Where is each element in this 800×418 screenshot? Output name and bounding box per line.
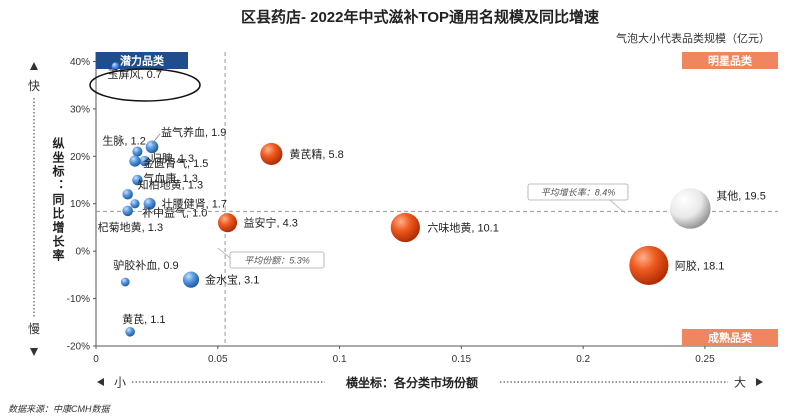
plot-area: -20% -10% 0% 10% 20% 30% 40% 0 0.05 0.1 0.15 0.2 0.2… — [67, 52, 778, 365]
bubble — [217, 213, 238, 233]
bubble-label: 知柏地黄, 1.3 — [138, 177, 203, 191]
bubble — [629, 245, 669, 285]
quadrant-mature-label: 成熟品类 — [708, 331, 753, 345]
bubble-label: 气血康, 1.3 — [143, 171, 197, 185]
bubble-label: 玉屏风, 0.7 — [107, 68, 161, 81]
y-arrow-down-icon — [30, 348, 38, 356]
x-tick-label: 0.25 — [695, 354, 715, 365]
avg-growth-pointer — [609, 199, 626, 214]
quadrant-potential-label: 潜力品类 — [120, 54, 165, 68]
y-tick-label: -10% — [67, 294, 90, 305]
bubble-label: 六味地黄, 10.1 — [427, 220, 499, 234]
bubble — [182, 271, 200, 288]
x-axis-title: 横坐标：各分类市场份额 — [346, 375, 478, 390]
bubble — [129, 155, 141, 167]
y-tick-label: 10% — [70, 199, 90, 210]
y-fast-label: 快 — [28, 79, 40, 93]
bubble — [125, 326, 135, 337]
bubble-label: 补中益气, 1.0 — [142, 206, 207, 220]
bubble — [390, 212, 420, 243]
bubble — [145, 140, 159, 154]
quadrant-star-box — [682, 52, 778, 69]
avg-growth-box — [527, 183, 629, 201]
bubble-label: 黄芪, 1.1 — [122, 312, 165, 326]
bubble-label: 益气养血, 1.9 — [161, 125, 226, 139]
x-tick-label: 0.05 — [208, 354, 228, 365]
y-slow-label: 慢 — [28, 322, 40, 336]
bubble-label: 黄芪精, 5.8 — [289, 147, 343, 161]
leader-lines — [151, 133, 161, 145]
bubble — [111, 62, 120, 71]
x-arrow-left-icon — [97, 378, 104, 386]
y-tick-label: 20% — [70, 152, 90, 163]
quadrant-mature-box — [682, 329, 778, 346]
bubble — [130, 199, 140, 209]
y-axis-title: 纵坐标：同比增长率 — [51, 136, 65, 263]
bubble-label: 其他, 19.5 — [716, 189, 766, 202]
avg-share-pointer — [217, 247, 231, 259]
avg-share-box — [229, 251, 325, 269]
bubble-layer — [111, 62, 711, 337]
y-tick-label: 30% — [70, 104, 90, 115]
leader-line — [151, 133, 161, 145]
highlight-ellipse — [89, 68, 201, 102]
bubble-label: 生脉, 1.2 — [102, 134, 145, 148]
avg-share-label: 平均份额：5.3% — [244, 256, 310, 266]
bubble — [122, 189, 133, 200]
bubble — [120, 277, 130, 287]
y-tick-label: -20% — [67, 342, 90, 353]
x-tick-label: 0 — [93, 354, 99, 365]
x-small-label: 小 — [114, 376, 126, 390]
x-tick-label: 0.2 — [576, 354, 590, 365]
y-tick-label: 0% — [76, 247, 91, 258]
x-tick-label: 0.15 — [452, 354, 472, 365]
bubble-label: 阿胶, 18.1 — [675, 258, 725, 272]
bubble-label: 金匮肾气, 1.5 — [143, 156, 208, 170]
bubble — [132, 146, 143, 157]
avg-growth-label: 平均增长率：8.4% — [541, 188, 616, 198]
bubble-label: 益安宁, 4.3 — [244, 216, 298, 230]
bubble-label: 杞菊地黄, 1.3 — [98, 220, 163, 234]
bubble-label: 金水宝, 3.1 — [205, 273, 259, 287]
bubble-label: 归脾, 1.3 — [151, 151, 194, 165]
chart-title: 区县药店- 2022年中式滋补TOP通用名规模及同比增速 — [241, 8, 599, 26]
bubble — [139, 155, 150, 167]
quadrant-star-label: 明星品类 — [708, 54, 753, 68]
bubble — [670, 188, 711, 229]
bubble — [132, 174, 143, 186]
bubble — [143, 197, 156, 210]
bubble — [122, 205, 133, 217]
y-tick-label: 40% — [70, 57, 90, 68]
x-tick-label: 0.1 — [333, 354, 347, 365]
x-large-label: 大 — [734, 376, 746, 390]
x-arrow-right-icon — [756, 378, 763, 386]
bubble-size-note: 气泡大小代表品类规模（亿元） — [616, 31, 770, 45]
y-arrow-up-icon — [30, 62, 38, 70]
bubble-label: 驴胶补血, 0.9 — [113, 258, 178, 272]
bubble-label: 壮腰健肾, 1.7 — [162, 198, 227, 211]
data-source: 数据来源：中康CMH数据 — [8, 404, 111, 414]
bubble — [260, 142, 283, 166]
